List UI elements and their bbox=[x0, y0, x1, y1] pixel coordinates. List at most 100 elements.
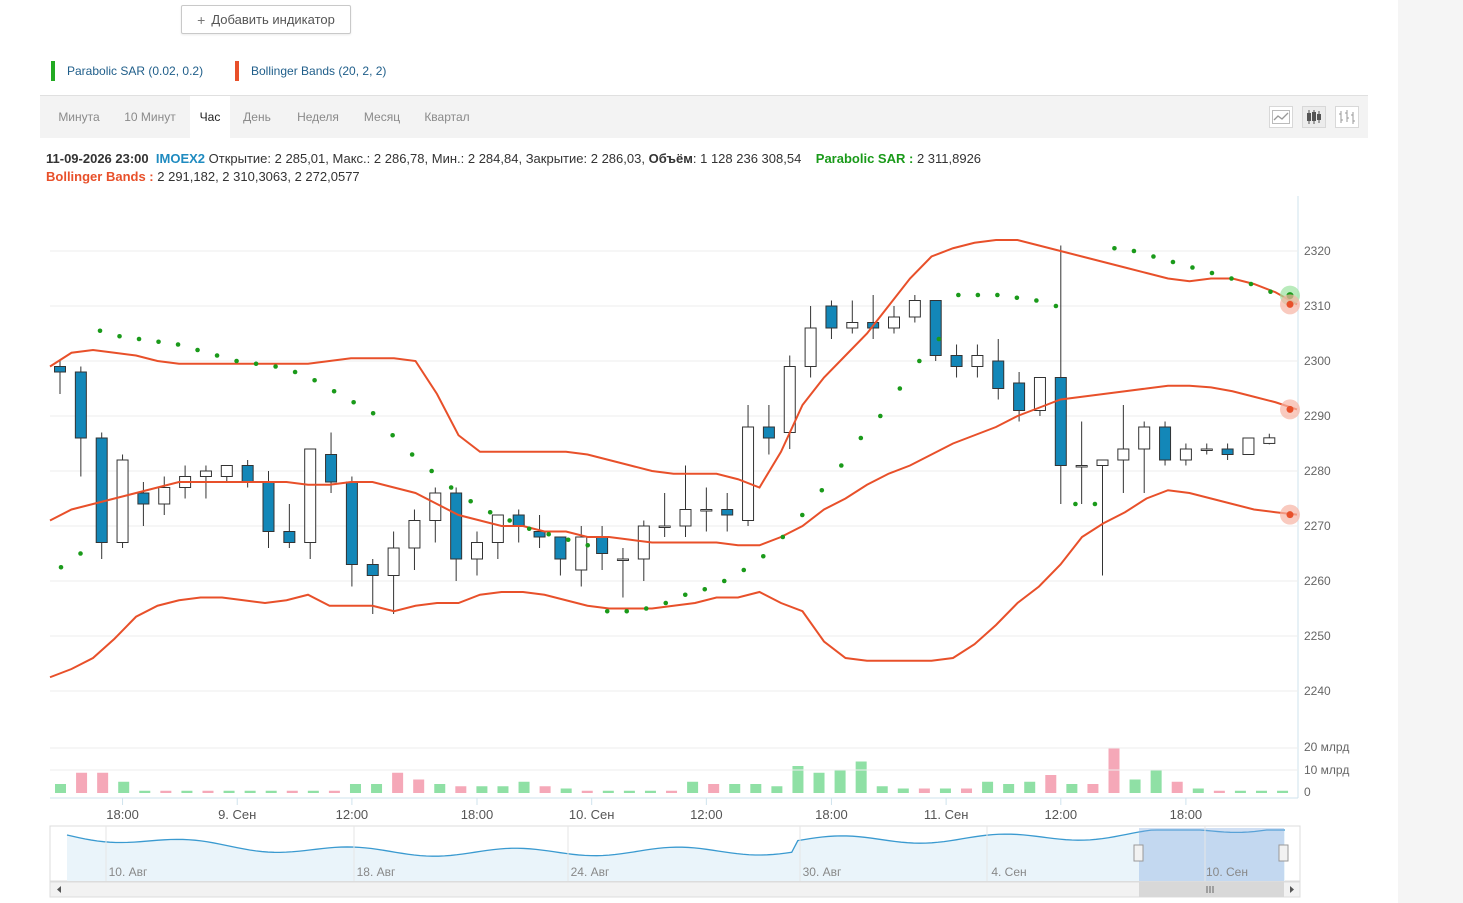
volume-bar bbox=[581, 790, 593, 793]
sar-dot bbox=[370, 410, 376, 416]
navigator-right-handle bbox=[1278, 844, 1289, 862]
legend-bollinger-bands[interactable]: Bollinger Bands (20, 2, 2) bbox=[235, 61, 386, 81]
sar-dot bbox=[351, 399, 356, 405]
candle-down bbox=[762, 426, 775, 439]
volume-bar bbox=[623, 790, 635, 793]
navigator-date-label: 18. Авг bbox=[357, 865, 396, 879]
sar-last-marker bbox=[1286, 292, 1294, 300]
sar-dot bbox=[1229, 276, 1234, 281]
volume-bar bbox=[1234, 790, 1246, 793]
tab-month[interactable]: Месяц bbox=[363, 110, 401, 124]
volume-bar bbox=[1255, 790, 1267, 793]
volume-bar bbox=[160, 790, 172, 793]
volume-bar bbox=[834, 770, 846, 793]
candle-down bbox=[1013, 382, 1026, 411]
tab-quarter[interactable]: Квартал bbox=[424, 110, 470, 124]
info-open: 2 285,01 bbox=[274, 151, 326, 166]
bollinger-info-line: Bollinger Bands : 2 291,182, 2 310,3063,… bbox=[46, 169, 360, 184]
tab-minute[interactable]: Минута bbox=[58, 110, 100, 124]
candle-up bbox=[1096, 459, 1109, 466]
volume-bar bbox=[729, 784, 741, 793]
scroll-right-arrow-icon bbox=[1290, 886, 1294, 893]
candle-up bbox=[491, 514, 504, 543]
bb-lower-last-marker-halo bbox=[1280, 504, 1300, 525]
volume-bar bbox=[771, 786, 783, 793]
volume-bar bbox=[371, 784, 383, 793]
sar-dot bbox=[546, 531, 551, 537]
volume-bar bbox=[1213, 790, 1225, 793]
add-indicator-label: Добавить индикатор bbox=[211, 12, 335, 27]
volume-bar bbox=[687, 781, 699, 793]
x-tick-label: 18:00 bbox=[1170, 807, 1203, 822]
sar-dot bbox=[760, 553, 766, 559]
sar-dot bbox=[741, 567, 747, 573]
bollinger-upper-line bbox=[49, 239, 1298, 489]
x-tick-label: 18:00 bbox=[815, 807, 848, 822]
sar-dot bbox=[136, 336, 142, 342]
candle-up bbox=[471, 542, 483, 560]
y-tick-label: 2260 bbox=[1304, 574, 1331, 588]
candle-up bbox=[971, 355, 984, 367]
sar-dot bbox=[58, 564, 64, 570]
sar-dot bbox=[1170, 259, 1176, 265]
sar-dot bbox=[975, 292, 981, 298]
x-tick-label: 11. Сен bbox=[924, 807, 969, 822]
legend-color-swatch bbox=[51, 61, 55, 81]
candle-up bbox=[679, 509, 692, 527]
sar-dot bbox=[526, 526, 532, 532]
volume-bar bbox=[413, 779, 425, 793]
volume-bar bbox=[181, 790, 193, 793]
sar-dot bbox=[682, 592, 688, 598]
candle-up bbox=[783, 366, 796, 433]
scrollbar-grip-icon bbox=[1206, 886, 1214, 893]
tab-10-minutes[interactable]: 10 Минут bbox=[124, 110, 176, 124]
navigator-left-handle bbox=[1133, 844, 1144, 862]
sar-dot bbox=[819, 487, 825, 493]
y-tick-label: 2300 bbox=[1304, 354, 1331, 368]
legend-parabolic-sar[interactable]: Parabolic SAR (0.02, 0.2) bbox=[51, 61, 203, 81]
candle-up bbox=[616, 558, 629, 561]
volume-bar bbox=[349, 784, 361, 793]
y-tick-label: 2290 bbox=[1304, 409, 1331, 423]
tab-week[interactable]: Неделя bbox=[297, 110, 339, 124]
volume-bar bbox=[223, 790, 235, 793]
candle-down bbox=[450, 492, 463, 560]
sar-dot bbox=[936, 336, 942, 342]
navigator-date-label: 10. Сен bbox=[1206, 865, 1248, 879]
volume-bar bbox=[455, 786, 467, 793]
navigator-area bbox=[67, 830, 1285, 881]
volume-bar bbox=[76, 772, 88, 793]
sar-dot bbox=[1073, 501, 1078, 507]
bar-chart-button[interactable] bbox=[1335, 106, 1359, 128]
sar-dot bbox=[156, 339, 161, 345]
tab-hour[interactable]: Час bbox=[190, 96, 230, 139]
sar-dot bbox=[273, 364, 278, 369]
candle-up bbox=[387, 547, 400, 576]
candle-down bbox=[596, 536, 609, 554]
info-sar-label: Parabolic SAR : bbox=[815, 151, 914, 166]
volume-tick-label: 10 млрд bbox=[1304, 763, 1349, 777]
volume-bar bbox=[55, 784, 66, 793]
volume-bar bbox=[897, 788, 909, 793]
volume-bar bbox=[560, 788, 572, 793]
volume-bar bbox=[1277, 790, 1289, 793]
sar-dot bbox=[878, 413, 883, 419]
legend-label: Bollinger Bands (20, 2, 2) bbox=[251, 64, 387, 78]
x-tick-label: 12:00 bbox=[1045, 807, 1078, 822]
sar-dot bbox=[1248, 281, 1254, 287]
scrollbar-track bbox=[49, 881, 1301, 898]
period-tabs: Минута 10 Минут Час День Неделя Месяц Кв… bbox=[40, 95, 1368, 139]
navigator-series-line bbox=[66, 829, 1285, 857]
add-indicator-button[interactable]: + Добавить индикатор bbox=[181, 5, 351, 34]
line-chart-button[interactable] bbox=[1269, 106, 1293, 128]
candle-down bbox=[325, 454, 338, 483]
navigator-date-label: 4. Сен bbox=[991, 865, 1026, 879]
volume-bar bbox=[497, 786, 509, 793]
tab-day[interactable]: День bbox=[243, 110, 271, 124]
volume-bar bbox=[644, 790, 656, 793]
candle-up bbox=[1117, 448, 1130, 461]
candle-down bbox=[721, 509, 734, 516]
candle-down bbox=[345, 481, 358, 565]
candlestick-chart-button[interactable] bbox=[1302, 106, 1326, 128]
x-tick-label: 10. Сен bbox=[569, 807, 614, 822]
